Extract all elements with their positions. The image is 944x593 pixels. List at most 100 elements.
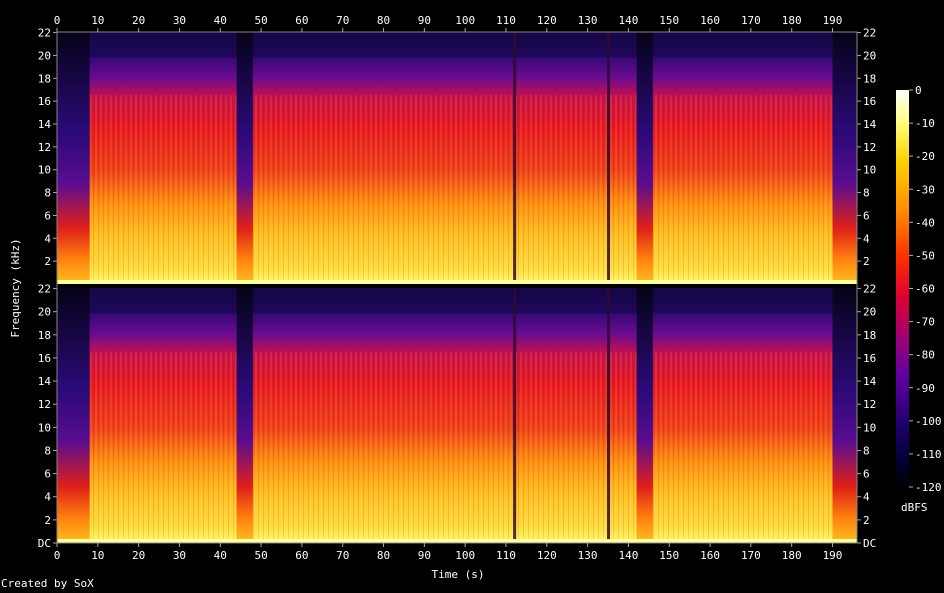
colorbar-tick-label: -40 xyxy=(915,216,935,229)
colorbar-tick-label: 0 xyxy=(915,84,922,97)
x-tick-label-bottom: 10 xyxy=(91,549,104,562)
x-tick-label-top: 190 xyxy=(823,14,843,27)
y-tick-label-right: 4 xyxy=(863,232,870,245)
x-tick-label-bottom: 180 xyxy=(782,549,802,562)
y-tick-label-right: 22 xyxy=(863,27,876,40)
y-tick-label-left: 4 xyxy=(44,232,51,245)
y-tick-label-right: 18 xyxy=(863,72,876,85)
y-tick-label-right: 20 xyxy=(863,306,876,319)
channel-1-quiet-segment xyxy=(236,32,253,284)
channel-1-texture xyxy=(57,95,857,284)
x-tick-label-top: 100 xyxy=(455,14,475,27)
y-tick-label-left: 8 xyxy=(44,444,51,457)
y-tick-label-left: 8 xyxy=(44,187,51,200)
y-tick-label-right: 4 xyxy=(863,491,870,504)
y-tick-label-left: 22 xyxy=(38,27,51,40)
channel-2-quiet-segment xyxy=(636,288,653,543)
x-tick-label-bottom: 40 xyxy=(214,549,227,562)
x-tick-label-top: 0 xyxy=(54,14,61,27)
y-tick-label-left: 12 xyxy=(38,398,51,411)
x-tick-label-top: 90 xyxy=(418,14,431,27)
y-tick-label-right: 16 xyxy=(863,352,876,365)
x-tick-label-top: 80 xyxy=(377,14,390,27)
x-tick-label-bottom: 140 xyxy=(618,549,638,562)
x-tick-label-top: 180 xyxy=(782,14,802,27)
channel-2-dc-band xyxy=(57,539,857,543)
credit-text: Created by SoX xyxy=(1,577,94,590)
colorbar-tick-label: -120 xyxy=(915,481,942,494)
colorbar-tick-label: -30 xyxy=(915,183,935,196)
plot-frame xyxy=(56,31,858,544)
y-tick-label-left: 22 xyxy=(38,283,51,296)
y-tick-label-left: 18 xyxy=(38,329,51,342)
x-axis-label: Time (s) xyxy=(432,568,485,581)
x-tick-label-top: 20 xyxy=(132,14,145,27)
channel-2-top-band xyxy=(57,288,857,314)
x-tick-label-top: 120 xyxy=(537,14,557,27)
channel-2-quiet-segment xyxy=(832,288,857,543)
y-tick-label-right: 20 xyxy=(863,49,876,62)
x-tick-label-top: 40 xyxy=(214,14,227,27)
y-tick-label-left: 10 xyxy=(38,164,51,177)
x-tick-label-bottom: 120 xyxy=(537,549,557,562)
y-tick-label-right: 22 xyxy=(863,283,876,296)
x-tick-label-bottom: 110 xyxy=(496,549,516,562)
x-tick-label-top: 50 xyxy=(254,14,267,27)
x-tick-label-bottom: 130 xyxy=(578,549,598,562)
colorbar-gradient xyxy=(896,90,909,487)
colorbar-tick-label: -80 xyxy=(915,349,935,362)
channel-1-dropout xyxy=(513,32,517,284)
x-tick-label-bottom: 0 xyxy=(54,549,61,562)
x-tick-label-top: 150 xyxy=(659,14,679,27)
x-tick-label-bottom: 20 xyxy=(132,549,145,562)
y-tick-label-right: 2 xyxy=(863,514,870,527)
channel-1-quiet-segment xyxy=(832,32,857,284)
x-tick-label-top: 10 xyxy=(91,14,104,27)
x-tick-label-bottom: 170 xyxy=(741,549,761,562)
y-tick-label-right: 12 xyxy=(863,398,876,411)
y-tick-label-left: 20 xyxy=(38,306,51,319)
y-axis-label: Frequency (kHz) xyxy=(9,238,22,337)
channel-1-quiet-segment xyxy=(57,32,90,284)
colorbar-label: dBFS xyxy=(901,501,928,514)
y-tick-label-left: 12 xyxy=(38,141,51,154)
y-tick-label-right: 6 xyxy=(863,468,870,481)
y-tick-label-right: 6 xyxy=(863,209,870,222)
y-tick-label-left: 14 xyxy=(38,375,52,388)
colorbar-tick-label: -50 xyxy=(915,249,935,262)
channel-2-dropout xyxy=(607,288,611,543)
y-tick-label-right: 8 xyxy=(863,187,870,200)
colorbar-tick-label: -110 xyxy=(915,448,942,461)
x-tick-label-top: 110 xyxy=(496,14,516,27)
y-tick-label-right: 16 xyxy=(863,95,876,108)
y-tick-label-left: DC xyxy=(38,537,51,550)
y-tick-label-left: 20 xyxy=(38,49,51,62)
x-tick-label-top: 130 xyxy=(578,14,598,27)
x-tick-label-bottom: 60 xyxy=(295,549,308,562)
x-tick-label-bottom: 150 xyxy=(659,549,679,562)
channel-1-dropout xyxy=(607,32,611,284)
y-tick-label-right: 8 xyxy=(863,444,870,457)
x-tick-label-top: 60 xyxy=(295,14,308,27)
y-tick-label-right: 10 xyxy=(863,421,876,434)
colorbar-tick-label: -10 xyxy=(915,117,935,130)
channel-2-dropout xyxy=(513,288,517,543)
x-tick-label-bottom: 30 xyxy=(173,549,186,562)
y-tick-label-right: 14 xyxy=(863,118,877,131)
x-tick-label-top: 30 xyxy=(173,14,186,27)
channel-1-quiet-segment xyxy=(636,32,653,284)
colorbar-tick-label: -60 xyxy=(915,283,935,296)
x-tick-label-top: 160 xyxy=(700,14,720,27)
channel-2-texture xyxy=(57,351,857,543)
y-tick-label-left: 2 xyxy=(44,255,51,268)
channel-2-quiet-segment xyxy=(236,288,253,543)
y-tick-label-right: 14 xyxy=(863,375,877,388)
y-tick-label-right: 2 xyxy=(863,255,870,268)
x-tick-label-bottom: 100 xyxy=(455,549,475,562)
colorbar-tick-label: -20 xyxy=(915,150,935,163)
y-tick-label-left: 18 xyxy=(38,72,51,85)
y-tick-label-right: DC xyxy=(863,537,876,550)
x-tick-label-bottom: 50 xyxy=(254,549,267,562)
colorbar-tick-label: -70 xyxy=(915,316,935,329)
